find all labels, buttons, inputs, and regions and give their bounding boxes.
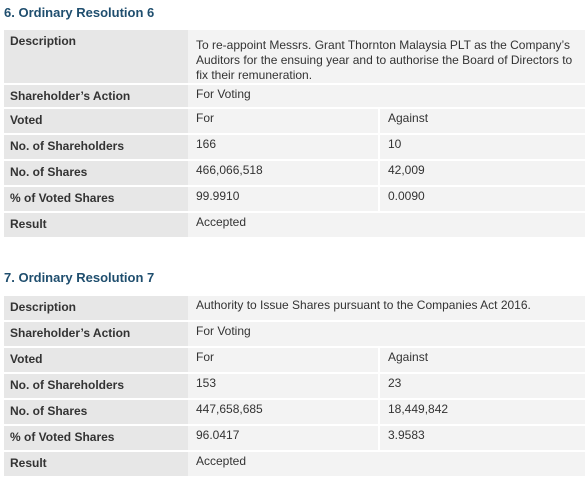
table-row-shares: No. of Shares 466,066,518 42,009 — [4, 161, 585, 185]
voted-label: Voted — [4, 109, 188, 133]
table-row-percent: % of Voted Shares 96.0417 3.9583 — [4, 426, 585, 450]
description-line: fix their remuneration. — [196, 68, 313, 82]
table-row-description: Description Authority to Issue Shares pu… — [4, 296, 585, 320]
shares-for: 466,066,518 — [188, 161, 378, 185]
percent-label: % of Voted Shares — [4, 426, 188, 450]
description-line: Auditors for the ensuing year and to aut… — [196, 53, 573, 67]
voted-against: Against — [378, 348, 585, 372]
table-row-action: Shareholder’s Action For Voting — [4, 85, 585, 107]
table-row-shareholders: No. of Shareholders 153 23 — [4, 374, 585, 398]
action-label: Shareholder’s Action — [4, 322, 188, 346]
description-value: Authority to Issue Shares pursuant to th… — [188, 296, 585, 320]
shareholders-for: 153 — [188, 374, 378, 398]
shareholders-for: 166 — [188, 135, 378, 159]
percent-label: % of Voted Shares — [4, 187, 188, 211]
table-row-description: Description To re-appoint Messrs. Grant … — [4, 30, 585, 83]
shareholders-against: 10 — [378, 135, 585, 159]
resolution-6-table: Description To re-appoint Messrs. Grant … — [4, 28, 585, 239]
action-label: Shareholder’s Action — [4, 85, 188, 107]
percent-for: 96.0417 — [188, 426, 378, 450]
table-row-shareholders: No. of Shareholders 166 10 — [4, 135, 585, 159]
percent-against: 3.9583 — [378, 426, 585, 450]
table-row-percent: % of Voted Shares 99.9910 0.0090 — [4, 187, 585, 211]
voted-for: For — [188, 109, 378, 133]
description-line: To re-appoint Messrs. Grant Thornton Mal… — [196, 38, 570, 52]
shareholders-against: 23 — [378, 374, 585, 398]
result-label: Result — [4, 452, 188, 476]
voted-for: For — [188, 348, 378, 372]
percent-against: 0.0090 — [378, 187, 585, 211]
description-label: Description — [4, 30, 188, 83]
resolution-6-title: 6. Ordinary Resolution 6 — [4, 5, 155, 20]
shares-against: 42,009 — [378, 161, 585, 185]
shares-label: No. of Shares — [4, 161, 188, 185]
resolution-7-title: 7. Ordinary Resolution 7 — [4, 270, 155, 285]
voted-against: Against — [378, 109, 585, 133]
voted-label: Voted — [4, 348, 188, 372]
table-row-voted: Voted For Against — [4, 109, 585, 133]
resolution-7-table: Description Authority to Issue Shares pu… — [4, 294, 585, 478]
table-row-action: Shareholder’s Action For Voting — [4, 322, 585, 346]
action-value: For Voting — [188, 85, 585, 107]
table-row-shares: No. of Shares 447,658,685 18,449,842 — [4, 400, 585, 424]
description-line: Authority to Issue Shares pursuant to th… — [196, 298, 531, 312]
result-value: Accepted — [188, 452, 585, 476]
shareholders-label: No. of Shareholders — [4, 374, 188, 398]
description-label: Description — [4, 296, 188, 320]
table-row-voted: Voted For Against — [4, 348, 585, 372]
shares-label: No. of Shares — [4, 400, 188, 424]
percent-for: 99.9910 — [188, 187, 378, 211]
shares-against: 18,449,842 — [378, 400, 585, 424]
action-value: For Voting — [188, 322, 585, 346]
table-row-result: Result Accepted — [4, 213, 585, 237]
table-row-result: Result Accepted — [4, 452, 585, 476]
shares-for: 447,658,685 — [188, 400, 378, 424]
description-value: To re-appoint Messrs. Grant Thornton Mal… — [188, 30, 585, 83]
result-value: Accepted — [188, 213, 585, 237]
shareholders-label: No. of Shareholders — [4, 135, 188, 159]
result-label: Result — [4, 213, 188, 237]
